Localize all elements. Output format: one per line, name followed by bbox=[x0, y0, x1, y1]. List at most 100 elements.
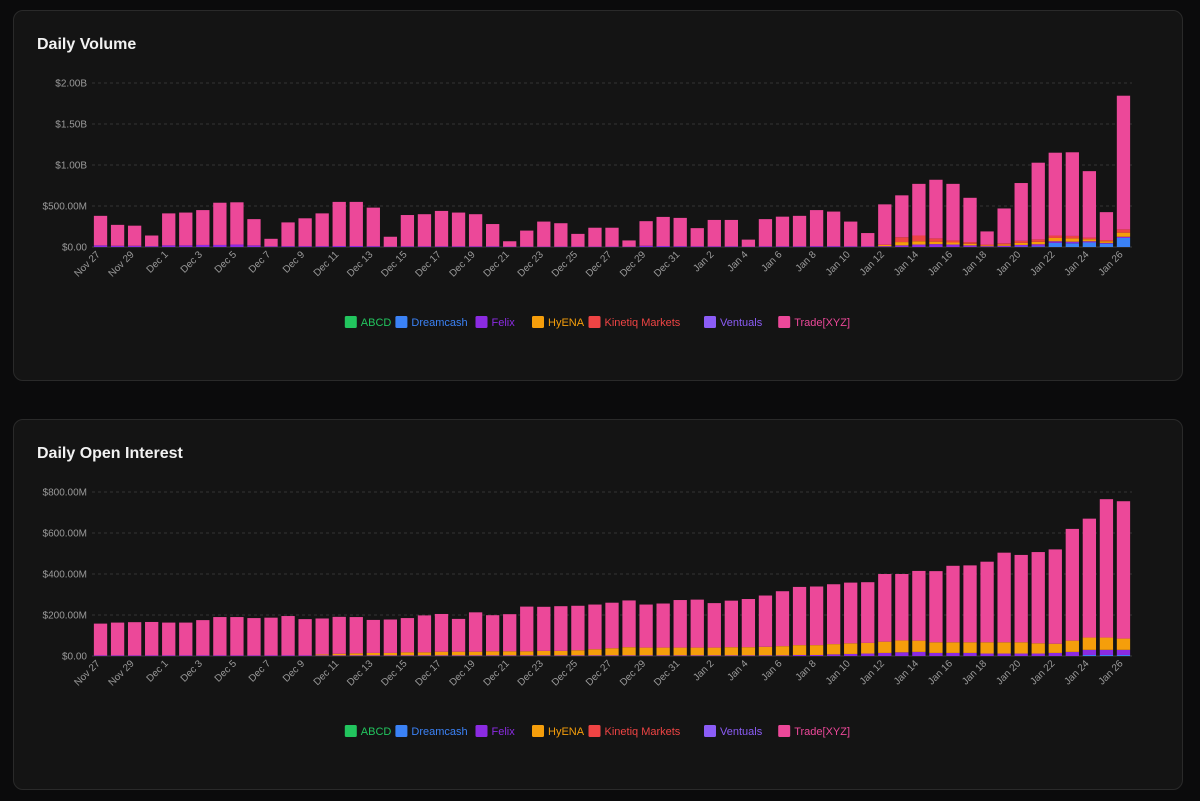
bar-trade-xyz[interactable] bbox=[809, 586, 824, 646]
bar-hyena[interactable] bbox=[1116, 638, 1131, 650]
bar-hyena[interactable] bbox=[912, 241, 926, 245]
bar-trade-xyz[interactable] bbox=[230, 202, 244, 245]
bar-trade-xyz[interactable] bbox=[963, 565, 977, 643]
bar-felix[interactable] bbox=[997, 653, 1011, 656]
bar-trade-xyz[interactable] bbox=[690, 228, 704, 247]
bar-felix[interactable] bbox=[468, 655, 483, 656]
bar-felix[interactable] bbox=[434, 246, 449, 247]
legend-item-ventuals[interactable]: Ventuals bbox=[704, 316, 763, 329]
bar-trade-xyz[interactable] bbox=[264, 617, 278, 656]
bar-felix[interactable] bbox=[639, 245, 653, 247]
bar-felix[interactable] bbox=[861, 653, 875, 656]
bar-hyena[interactable] bbox=[826, 644, 841, 655]
bar-trade-xyz[interactable] bbox=[417, 615, 432, 653]
bar-trade-xyz[interactable] bbox=[997, 552, 1011, 643]
bar-felix[interactable] bbox=[400, 246, 415, 247]
bar-felix[interactable] bbox=[179, 655, 193, 656]
bar-trade-xyz[interactable] bbox=[486, 615, 500, 652]
bar-trade-xyz[interactable] bbox=[451, 618, 466, 652]
bar-felix[interactable] bbox=[315, 655, 329, 656]
bar-trade-xyz[interactable] bbox=[826, 584, 841, 645]
bar-kinetiq-markets[interactable] bbox=[1048, 235, 1062, 238]
bar-trade-xyz[interactable] bbox=[844, 582, 858, 644]
bar-felix[interactable] bbox=[1048, 652, 1062, 656]
bar-kinetiq-markets[interactable] bbox=[1031, 239, 1045, 242]
bar-felix[interactable] bbox=[1048, 241, 1062, 243]
bar-felix[interactable] bbox=[503, 655, 517, 656]
bar-trade-xyz[interactable] bbox=[179, 212, 193, 246]
bar-trade-xyz[interactable] bbox=[554, 223, 568, 247]
bar-hyena[interactable] bbox=[1082, 637, 1097, 650]
bar-felix[interactable] bbox=[656, 246, 670, 247]
bar-trade-xyz[interactable] bbox=[1065, 528, 1079, 641]
bar-felix[interactable] bbox=[366, 246, 380, 247]
bar-felix[interactable] bbox=[162, 245, 176, 247]
bar-trade-xyz[interactable] bbox=[758, 219, 773, 247]
bar-felix[interactable] bbox=[298, 246, 312, 247]
bar-kinetiq-markets[interactable] bbox=[1116, 229, 1131, 233]
bar-trade-xyz[interactable] bbox=[145, 235, 159, 247]
bar-felix[interactable] bbox=[673, 246, 687, 247]
bar-trade-xyz[interactable] bbox=[690, 599, 704, 648]
bar-kinetiq-markets[interactable] bbox=[946, 240, 960, 243]
bar-felix[interactable] bbox=[997, 245, 1011, 247]
bar-felix[interactable] bbox=[588, 655, 602, 656]
bar-hyena[interactable] bbox=[1099, 241, 1114, 243]
bar-felix[interactable] bbox=[707, 655, 721, 656]
bar-felix[interactable] bbox=[247, 245, 261, 247]
bar-felix[interactable] bbox=[844, 653, 858, 656]
bar-felix[interactable] bbox=[145, 655, 159, 656]
bar-trade-xyz[interactable] bbox=[571, 233, 585, 247]
bar-dreamcash[interactable] bbox=[1099, 654, 1114, 656]
legend-item-abcd[interactable]: ABCD bbox=[344, 725, 392, 738]
bar-hyena[interactable] bbox=[1082, 239, 1097, 242]
bar-hyena[interactable] bbox=[878, 244, 892, 247]
bar-trade-xyz[interactable] bbox=[1065, 152, 1079, 236]
bar-trade-xyz[interactable] bbox=[622, 240, 636, 247]
bar-trade-xyz[interactable] bbox=[332, 201, 346, 247]
bar-trade-xyz[interactable] bbox=[162, 213, 176, 246]
bar-kinetiq-markets[interactable] bbox=[1065, 235, 1079, 239]
bar-hyena[interactable] bbox=[946, 242, 960, 245]
bar-hyena[interactable] bbox=[912, 640, 926, 652]
bar-trade-xyz[interactable] bbox=[230, 617, 244, 656]
bar-trade-xyz[interactable] bbox=[537, 221, 551, 247]
bar-trade-xyz[interactable] bbox=[792, 586, 807, 646]
bar-trade-xyz[interactable] bbox=[912, 570, 926, 641]
bar-trade-xyz[interactable] bbox=[997, 208, 1011, 244]
bar-trade-xyz[interactable] bbox=[503, 614, 517, 652]
bar-kinetiq-markets[interactable] bbox=[980, 244, 994, 246]
bar-trade-xyz[interactable] bbox=[315, 213, 329, 247]
bar-felix[interactable] bbox=[1116, 649, 1131, 655]
bar-trade-xyz[interactable] bbox=[520, 606, 534, 652]
bar-hyena[interactable] bbox=[639, 647, 653, 656]
legend-item-felix[interactable]: Felix bbox=[475, 316, 516, 329]
bar-trade-xyz[interactable] bbox=[673, 600, 687, 648]
bar-felix[interactable] bbox=[349, 655, 363, 656]
bar-felix[interactable] bbox=[963, 652, 977, 656]
bar-trade-xyz[interactable] bbox=[434, 613, 449, 652]
bar-trade-xyz[interactable] bbox=[878, 574, 892, 642]
bar-trade-xyz[interactable] bbox=[281, 222, 295, 247]
bar-trade-xyz[interactable] bbox=[349, 201, 363, 247]
bar-hyena[interactable] bbox=[1031, 643, 1045, 654]
bar-trade-xyz[interactable] bbox=[963, 197, 977, 243]
bar-trade-xyz[interactable] bbox=[537, 606, 551, 651]
bar-trade-xyz[interactable] bbox=[400, 215, 415, 247]
bar-hyena[interactable] bbox=[980, 245, 994, 247]
bar-trade-xyz[interactable] bbox=[1048, 549, 1062, 644]
bar-felix[interactable] bbox=[247, 655, 261, 656]
bar-trade-xyz[interactable] bbox=[980, 231, 994, 245]
bar-felix[interactable] bbox=[486, 655, 500, 656]
bar-trade-xyz[interactable] bbox=[93, 623, 108, 656]
bar-hyena[interactable] bbox=[315, 654, 329, 656]
bar-felix[interactable] bbox=[417, 246, 432, 247]
bar-trade-xyz[interactable] bbox=[383, 619, 398, 653]
bar-felix[interactable] bbox=[127, 655, 142, 656]
bar-felix[interactable] bbox=[639, 655, 653, 656]
bar-trade-xyz[interactable] bbox=[639, 221, 653, 246]
bar-hyena[interactable] bbox=[537, 650, 551, 656]
bar-felix[interactable] bbox=[1082, 649, 1097, 655]
bar-felix[interactable] bbox=[434, 655, 449, 656]
bar-felix[interactable] bbox=[1099, 242, 1114, 244]
